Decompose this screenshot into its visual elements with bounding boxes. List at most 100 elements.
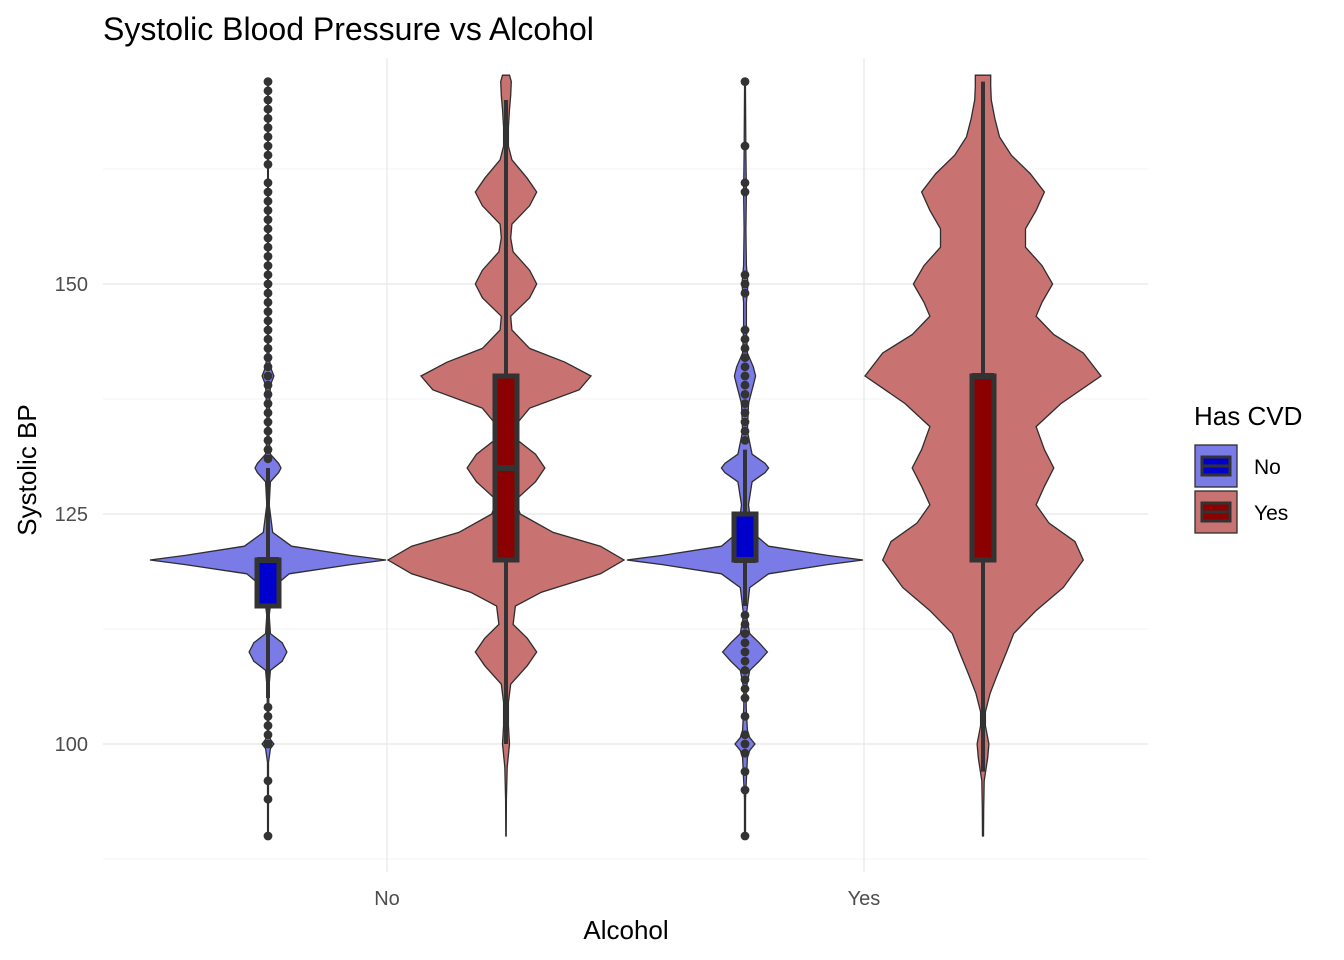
outlier-point — [263, 298, 273, 307]
outlier-point — [740, 610, 750, 620]
outlier-point — [740, 748, 750, 758]
outlier-point — [263, 390, 273, 399]
outlier-point — [740, 426, 750, 436]
outlier-point — [263, 233, 273, 243]
outlier-point — [263, 141, 273, 151]
outlier-point — [740, 767, 750, 776]
outlier-point — [263, 426, 273, 436]
outlier-point — [740, 417, 750, 427]
outlier-point — [263, 104, 273, 114]
outlier-point — [263, 712, 273, 721]
outlier-point — [263, 362, 273, 372]
outlier-point — [263, 794, 273, 804]
outlier-point — [263, 215, 273, 225]
outlier-point — [263, 123, 273, 132]
y-tick-label: 150 — [55, 274, 88, 296]
x-tick-label: No — [374, 888, 400, 910]
x-axis-title: Alcohol — [583, 915, 668, 945]
outlier-point — [263, 316, 273, 326]
outlier-point — [740, 77, 750, 86]
outlier-point — [263, 721, 273, 730]
outlier-point — [740, 390, 750, 399]
outlier-point — [263, 224, 273, 234]
outlier-point — [740, 620, 750, 629]
outlier-point — [263, 371, 273, 381]
outlier-point — [740, 270, 750, 280]
outlier-point — [263, 196, 273, 206]
outlier-point — [740, 730, 750, 740]
legend-label: No — [1254, 456, 1281, 479]
legend: Has CVD No Yes — [1194, 401, 1302, 534]
outlier-point — [263, 150, 273, 160]
outlier-point — [263, 739, 273, 749]
axis-ticks: 100 125 150 No Yes — [55, 274, 881, 910]
outlier-point — [263, 702, 273, 712]
outlier-point — [740, 436, 750, 445]
outlier-point — [740, 288, 750, 298]
gridlines — [103, 58, 1148, 872]
outlier-point — [740, 399, 750, 408]
outlier-point — [740, 629, 750, 638]
outlier-point — [263, 242, 273, 252]
outlier-point — [263, 454, 273, 464]
legend-title: Has CVD — [1194, 401, 1302, 431]
outlier-point — [263, 307, 273, 316]
outlier-point — [263, 831, 273, 841]
outlier-point — [263, 160, 273, 169]
outlier-point — [740, 362, 750, 372]
x-tick-label: Yes — [848, 888, 881, 910]
outlier-point — [263, 730, 273, 740]
outlier-point — [740, 656, 750, 666]
outlier-point — [263, 252, 273, 261]
box — [254, 557, 282, 609]
outlier-point — [263, 417, 273, 427]
box — [731, 511, 759, 563]
outlier-point — [263, 95, 273, 105]
outlier-point — [740, 675, 750, 684]
outlier-point — [263, 380, 273, 390]
outlier-point — [740, 325, 750, 335]
outlier-point — [740, 279, 750, 289]
outlier-point — [740, 141, 750, 151]
legend-label: Yes — [1254, 502, 1288, 525]
outlier-point — [263, 279, 273, 289]
outlier-point — [740, 187, 750, 197]
chart-title: Systolic Blood Pressure vs Alcohol — [103, 11, 594, 47]
outlier-point — [740, 693, 750, 703]
outlier-point — [263, 325, 273, 335]
outlier-point — [263, 334, 273, 344]
y-tick-label: 100 — [55, 734, 88, 756]
outlier-point — [263, 114, 273, 123]
outlier-point — [740, 785, 750, 795]
outlier-point — [740, 739, 750, 749]
y-axis-title: Systolic BP — [12, 404, 42, 536]
outlier-point — [263, 261, 273, 270]
outlier-point — [263, 408, 273, 418]
outlier-point — [740, 666, 750, 675]
outlier-point — [263, 776, 273, 786]
outlier-point — [740, 380, 750, 390]
outlier-point — [263, 86, 273, 96]
outlier-point — [263, 353, 273, 362]
outlier-point — [740, 353, 750, 362]
outlier-point — [263, 399, 273, 408]
y-tick-label: 125 — [55, 504, 88, 526]
outlier-point — [263, 436, 273, 445]
outlier-point — [740, 647, 750, 657]
outlier-point — [740, 178, 750, 188]
outlier-point — [740, 371, 750, 381]
outlier-point — [263, 178, 273, 188]
outlier-point — [263, 270, 273, 280]
outlier-point — [263, 206, 273, 215]
outlier-point — [263, 445, 273, 454]
outlier-point — [740, 408, 750, 418]
outlier-point — [263, 187, 273, 197]
outlier-point — [740, 831, 750, 841]
outlier-point — [740, 344, 750, 353]
outlier-point — [263, 344, 273, 353]
outlier-point — [740, 684, 750, 694]
outlier-point — [263, 132, 273, 142]
outlier-point — [263, 288, 273, 298]
outlier-point — [740, 334, 750, 344]
